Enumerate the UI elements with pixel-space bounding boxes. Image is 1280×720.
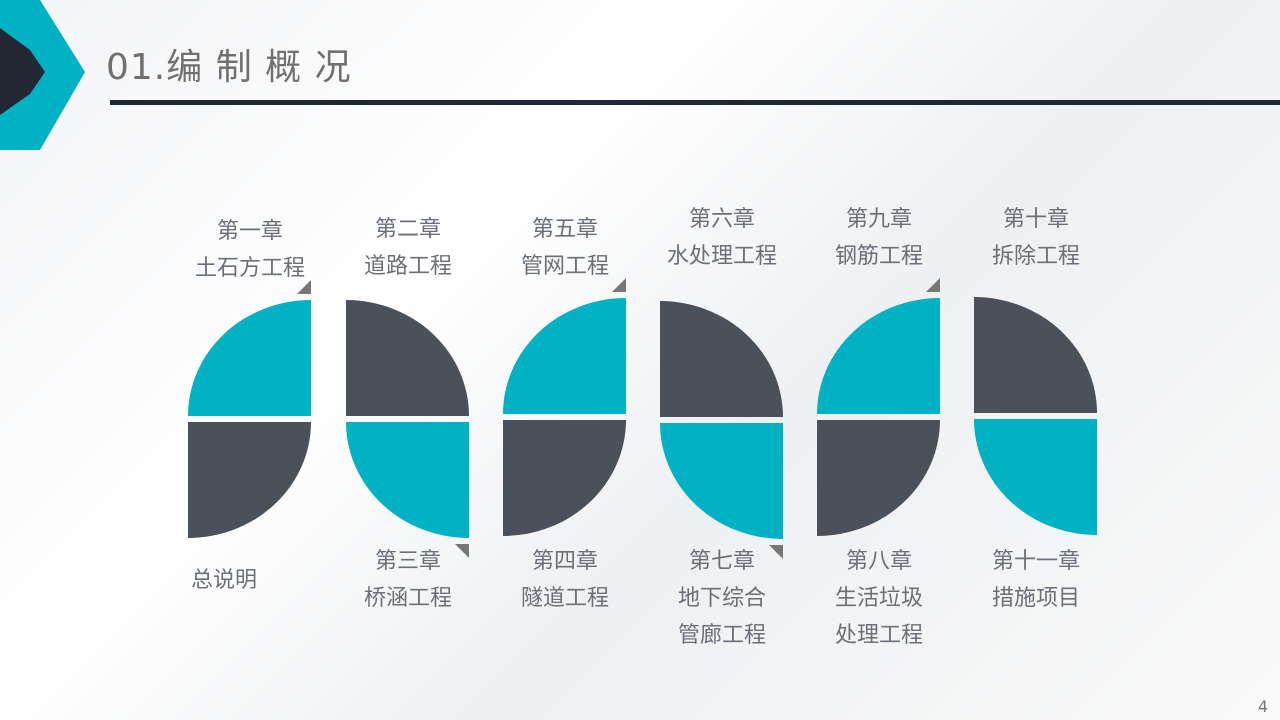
chapter-label-bottom: 第十一章 措施项目 [991, 549, 1080, 611]
chapter-label-top: 第五章 管网工程 [520, 217, 609, 279]
triangle-marker-icon [612, 278, 626, 292]
triangle-marker-icon [297, 280, 311, 294]
segment-top-5 [817, 298, 940, 414]
segment-bottom-5 [817, 420, 940, 536]
page-title: 01.编 制 概 况 [106, 47, 352, 88]
segment-bottom-2 [346, 422, 469, 538]
title-divider [110, 100, 1280, 105]
chapter-label-top: 第九章 钢筋工程 [834, 207, 923, 269]
segment-top-6 [974, 297, 1097, 413]
chapter-label-bottom: 第四章 隧道工程 [520, 549, 609, 611]
chapter-label-top: 第十章 拆除工程 [991, 207, 1080, 269]
chapter-label-bottom: 总说明 [190, 568, 257, 593]
segment-top-4 [660, 301, 783, 417]
chapter-label-bottom: 第三章 桥涵工程 [363, 549, 452, 611]
segment-top-3 [503, 298, 626, 414]
chapter-label-bottom: 第八章 生活垃圾 处理工程 [834, 549, 923, 648]
segment-top-2 [346, 300, 469, 416]
chapter-label-top: 第一章 土石方工程 [194, 219, 305, 281]
segment-bottom-6 [974, 419, 1097, 535]
corner-logo-icon [0, 0, 85, 150]
triangle-marker-icon [926, 278, 940, 292]
chapter-label-top: 第六章 水处理工程 [666, 207, 777, 269]
chapter-label-top: 第二章 道路工程 [363, 217, 452, 279]
chapter-label-bottom: 第七章 地下综合 管廊工程 [677, 549, 766, 648]
segment-bottom-1 [188, 422, 311, 538]
segment-top-1 [188, 300, 311, 416]
segment-bottom-4 [660, 423, 783, 539]
page-number: 4 [1257, 697, 1268, 716]
segment-bottom-3 [503, 420, 626, 536]
